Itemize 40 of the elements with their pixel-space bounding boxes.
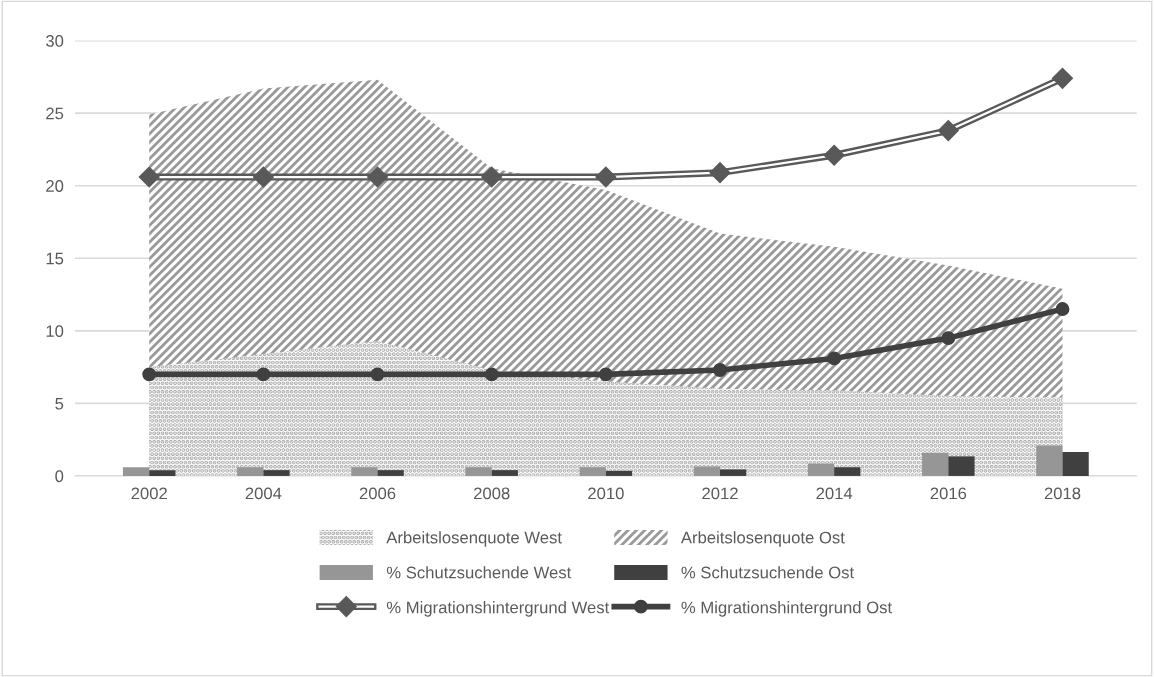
point bbox=[938, 121, 958, 140]
y-tick-label: 5 bbox=[55, 397, 64, 410]
point bbox=[941, 331, 956, 346]
x-tick-label: 2018 bbox=[1044, 487, 1081, 500]
point bbox=[482, 167, 502, 187]
point bbox=[368, 167, 387, 187]
point bbox=[254, 167, 273, 187]
y-tick-label: 0 bbox=[55, 470, 64, 483]
point bbox=[142, 367, 157, 382]
legend-label: % Migrationshintergrund West bbox=[386, 601, 610, 617]
x-tick-label: 2010 bbox=[588, 487, 624, 500]
point bbox=[713, 363, 727, 377]
x-tick-label: 2016 bbox=[930, 487, 967, 500]
point bbox=[824, 145, 844, 165]
x-tick-label: 2012 bbox=[702, 487, 738, 500]
legend-label: % Schutzsuchende Ost bbox=[681, 566, 855, 579]
legend-label: Arbeitslosenquote West bbox=[386, 531, 562, 547]
y-tick-label: 30 bbox=[46, 35, 64, 47]
point bbox=[1053, 68, 1072, 88]
x-tick-label: 2004 bbox=[245, 487, 282, 500]
point bbox=[370, 367, 385, 382]
point bbox=[598, 367, 613, 382]
legend-label: Arbeitslosenquote Ost bbox=[680, 531, 845, 547]
y-tick-label: 25 bbox=[46, 107, 64, 120]
point bbox=[139, 167, 159, 187]
y-tick-label: 15 bbox=[46, 252, 64, 265]
x-tick-label: 2014 bbox=[816, 487, 853, 500]
legend-label: % Schutzsuchende West bbox=[386, 566, 572, 579]
point bbox=[710, 163, 730, 183]
x-tick-label: 2008 bbox=[473, 487, 510, 500]
point bbox=[256, 367, 271, 382]
x-tick-label: 2002 bbox=[131, 487, 167, 500]
point bbox=[484, 367, 499, 382]
point bbox=[1055, 302, 1070, 317]
point bbox=[827, 351, 842, 366]
y-tick-label: 10 bbox=[46, 325, 64, 338]
y-tick-label: 20 bbox=[46, 180, 64, 192]
legend-label: % Migrationshintergrund Ost bbox=[681, 601, 892, 617]
x-tick-label: 2006 bbox=[359, 487, 396, 500]
point bbox=[596, 167, 616, 187]
